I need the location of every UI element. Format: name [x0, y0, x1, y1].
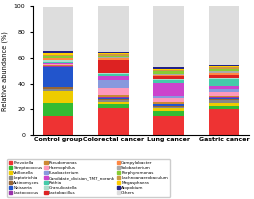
Bar — [209, 86, 239, 89]
Bar — [43, 58, 73, 60]
Bar — [43, 60, 73, 62]
Bar — [153, 80, 184, 83]
Bar — [43, 63, 73, 64]
Bar — [209, 75, 239, 78]
Bar — [209, 98, 239, 99]
Bar — [43, 51, 73, 53]
Bar — [153, 102, 184, 104]
Bar — [209, 71, 239, 73]
Bar — [153, 75, 184, 76]
Bar — [98, 99, 129, 100]
Bar — [98, 53, 129, 55]
Bar — [209, 79, 239, 86]
Bar — [153, 69, 184, 70]
Bar — [98, 58, 129, 60]
Bar — [98, 102, 129, 104]
Bar — [43, 62, 73, 63]
Bar — [153, 104, 184, 105]
Bar — [209, 6, 239, 65]
Bar — [43, 53, 73, 55]
Bar — [153, 105, 184, 107]
Bar — [209, 97, 239, 98]
Bar — [98, 88, 129, 95]
Bar — [209, 99, 239, 100]
Bar — [153, 116, 184, 135]
Bar — [98, 104, 129, 108]
Bar — [209, 92, 239, 96]
Bar — [98, 60, 129, 73]
Bar — [153, 111, 184, 116]
Bar — [43, 66, 73, 67]
Bar — [209, 100, 239, 103]
Bar — [153, 76, 184, 79]
Bar — [98, 52, 129, 53]
Bar — [153, 67, 184, 69]
Bar — [98, 55, 129, 56]
Bar — [43, 103, 73, 116]
Bar — [43, 67, 73, 87]
Bar — [98, 74, 129, 76]
Legend: Prevotella, Streptococcus, Veillonella, Leptotrichia, Actinomyces, Neisseria, La: Prevotella, Streptococcus, Veillonella, … — [7, 159, 170, 197]
Bar — [209, 96, 239, 97]
Bar — [43, 55, 73, 57]
Bar — [209, 89, 239, 92]
Y-axis label: Relative abundance (%): Relative abundance (%) — [2, 31, 8, 111]
Bar — [153, 74, 184, 75]
Bar — [98, 5, 129, 52]
Bar — [43, 7, 73, 51]
Bar — [209, 109, 239, 135]
Bar — [43, 116, 73, 135]
Bar — [209, 66, 239, 67]
Bar — [153, 71, 184, 74]
Bar — [98, 57, 129, 58]
Bar — [209, 73, 239, 75]
Bar — [43, 57, 73, 58]
Bar — [98, 95, 129, 97]
Bar — [98, 100, 129, 102]
Bar — [209, 78, 239, 79]
Bar — [209, 65, 239, 66]
Bar — [98, 108, 129, 135]
Bar — [43, 65, 73, 66]
Bar — [209, 105, 239, 109]
Bar — [209, 67, 239, 69]
Bar — [153, 107, 184, 108]
Bar — [153, 108, 184, 111]
Bar — [153, 70, 184, 71]
Bar — [209, 69, 239, 71]
Bar — [153, 6, 184, 67]
Bar — [43, 64, 73, 65]
Bar — [43, 89, 73, 91]
Bar — [98, 97, 129, 98]
Bar — [43, 87, 73, 89]
Bar — [153, 99, 184, 102]
Bar — [153, 83, 184, 96]
Bar — [209, 103, 239, 105]
Bar — [43, 91, 73, 103]
Bar — [98, 80, 129, 88]
Bar — [153, 79, 184, 80]
Bar — [98, 73, 129, 74]
Bar — [98, 98, 129, 99]
Bar — [153, 96, 184, 99]
Bar — [98, 76, 129, 80]
Bar — [98, 56, 129, 57]
